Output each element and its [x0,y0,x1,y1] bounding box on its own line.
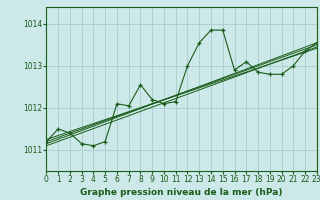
X-axis label: Graphe pression niveau de la mer (hPa): Graphe pression niveau de la mer (hPa) [80,188,283,197]
